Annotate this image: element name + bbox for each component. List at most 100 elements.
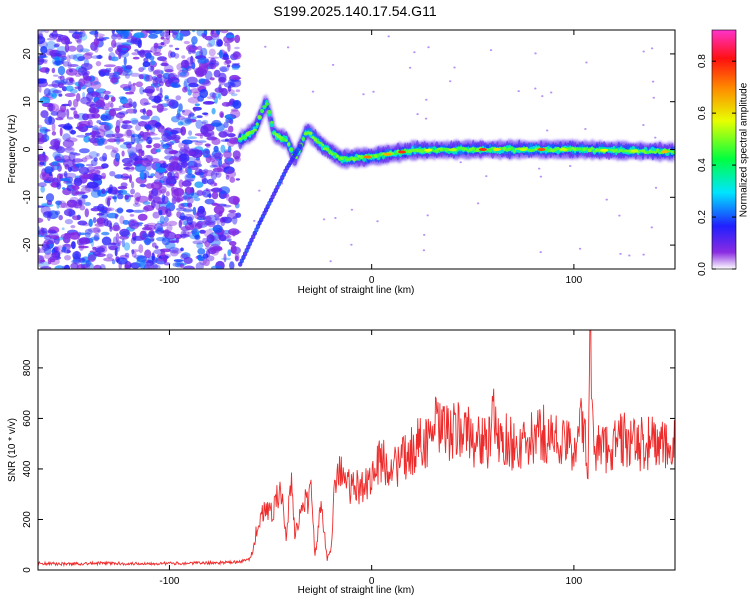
noise-blob [60,36,70,45]
noise-blob [91,174,103,181]
ridge-peak [363,155,372,159]
noise-blob [161,133,172,142]
noise-blob [38,205,45,208]
x-tick-label: 100 [566,275,583,286]
noise-blob [197,57,209,64]
noise-speck [534,52,537,55]
snr-frame [37,329,676,571]
noise-blob [94,30,98,39]
noise-blob [175,32,184,41]
noise-blob [101,188,106,195]
noise-speck [362,93,365,96]
noise-blob [187,168,193,176]
noise-blob [54,79,65,84]
noise-speck [459,161,462,164]
noise-blob [88,218,93,227]
noise-blob [181,160,188,168]
noise-blob [188,45,199,51]
noise-blob [79,204,86,211]
noise-blob [108,109,117,117]
ridge-cell [655,148,660,152]
noise-blob [103,257,115,262]
noise-blob [183,257,193,264]
noise-blob [127,150,135,157]
noise-blob [178,142,183,149]
noise-blob [234,46,240,50]
noise-blob [154,245,159,249]
noise-blob [160,131,169,136]
noise-blob [131,181,135,189]
noise-blob [104,103,112,108]
noise-speck [376,220,379,223]
noise-blob [67,45,77,52]
noise-blob [194,234,201,240]
noise-blob [226,212,239,220]
noise-blob [139,183,147,188]
noise-blob [161,194,166,202]
noise-blob [206,43,213,48]
noise-blob [88,227,100,233]
noise-blob [41,30,46,33]
ridge-cell [393,152,398,155]
noise-speck [517,90,520,93]
noise-blob [167,72,177,80]
noise-blob [142,154,153,164]
noise-blob [103,64,116,68]
noise-blob [77,56,85,62]
noise-blob [64,146,75,154]
noise-blob [119,215,125,225]
noise-blob [191,116,197,120]
noise-blob [232,51,241,58]
noise-blob [148,34,159,39]
noise-blob [214,217,220,221]
noise-blob [150,59,156,66]
noise-blob [101,163,109,169]
ridge-peak [448,148,457,152]
noise-blob [160,70,164,75]
noise-speck [569,165,572,167]
noise-blob [164,155,175,160]
noise-blob [44,30,50,34]
noise-blob [210,30,214,35]
noise-blob [171,116,180,123]
noise-blob [227,119,232,123]
noise-blob [101,236,112,246]
noise-blob [150,45,162,54]
y-tick-label: 0 [22,567,33,573]
noise-blob [195,119,203,129]
noise-blob [128,220,140,230]
noise-blob [149,55,155,61]
y-tick-label: 200 [22,511,33,528]
noise-speck [642,253,645,256]
noise-blob [124,73,131,79]
noise-blob [110,77,118,84]
ridge-cell [589,147,595,150]
noise-blob [59,178,71,182]
noise-blob [207,194,211,198]
ridge-cell [556,146,560,151]
noise-blob [187,192,200,199]
ridge-cell [640,149,646,153]
noise-blob [38,85,42,93]
noise-speck [485,175,488,178]
noise-blob [148,30,153,35]
noise-speck [286,46,290,49]
ridge-peak [519,148,528,151]
noise-blob [120,124,133,130]
noise-blob [52,89,62,94]
noise-blob [47,84,60,87]
noise-blob [101,107,110,111]
ridge-cell [269,122,275,127]
ridge-peak [478,148,487,151]
noise-blob [220,144,226,153]
noise-blob [228,125,234,133]
noise-speck [584,128,587,130]
noise-blob [88,151,99,160]
noise-blob [232,216,238,225]
noise-blob [128,153,139,160]
noise-blob [159,87,163,96]
noise-blob [146,222,158,227]
noise-blob [77,67,88,76]
noise-blob [152,77,159,87]
